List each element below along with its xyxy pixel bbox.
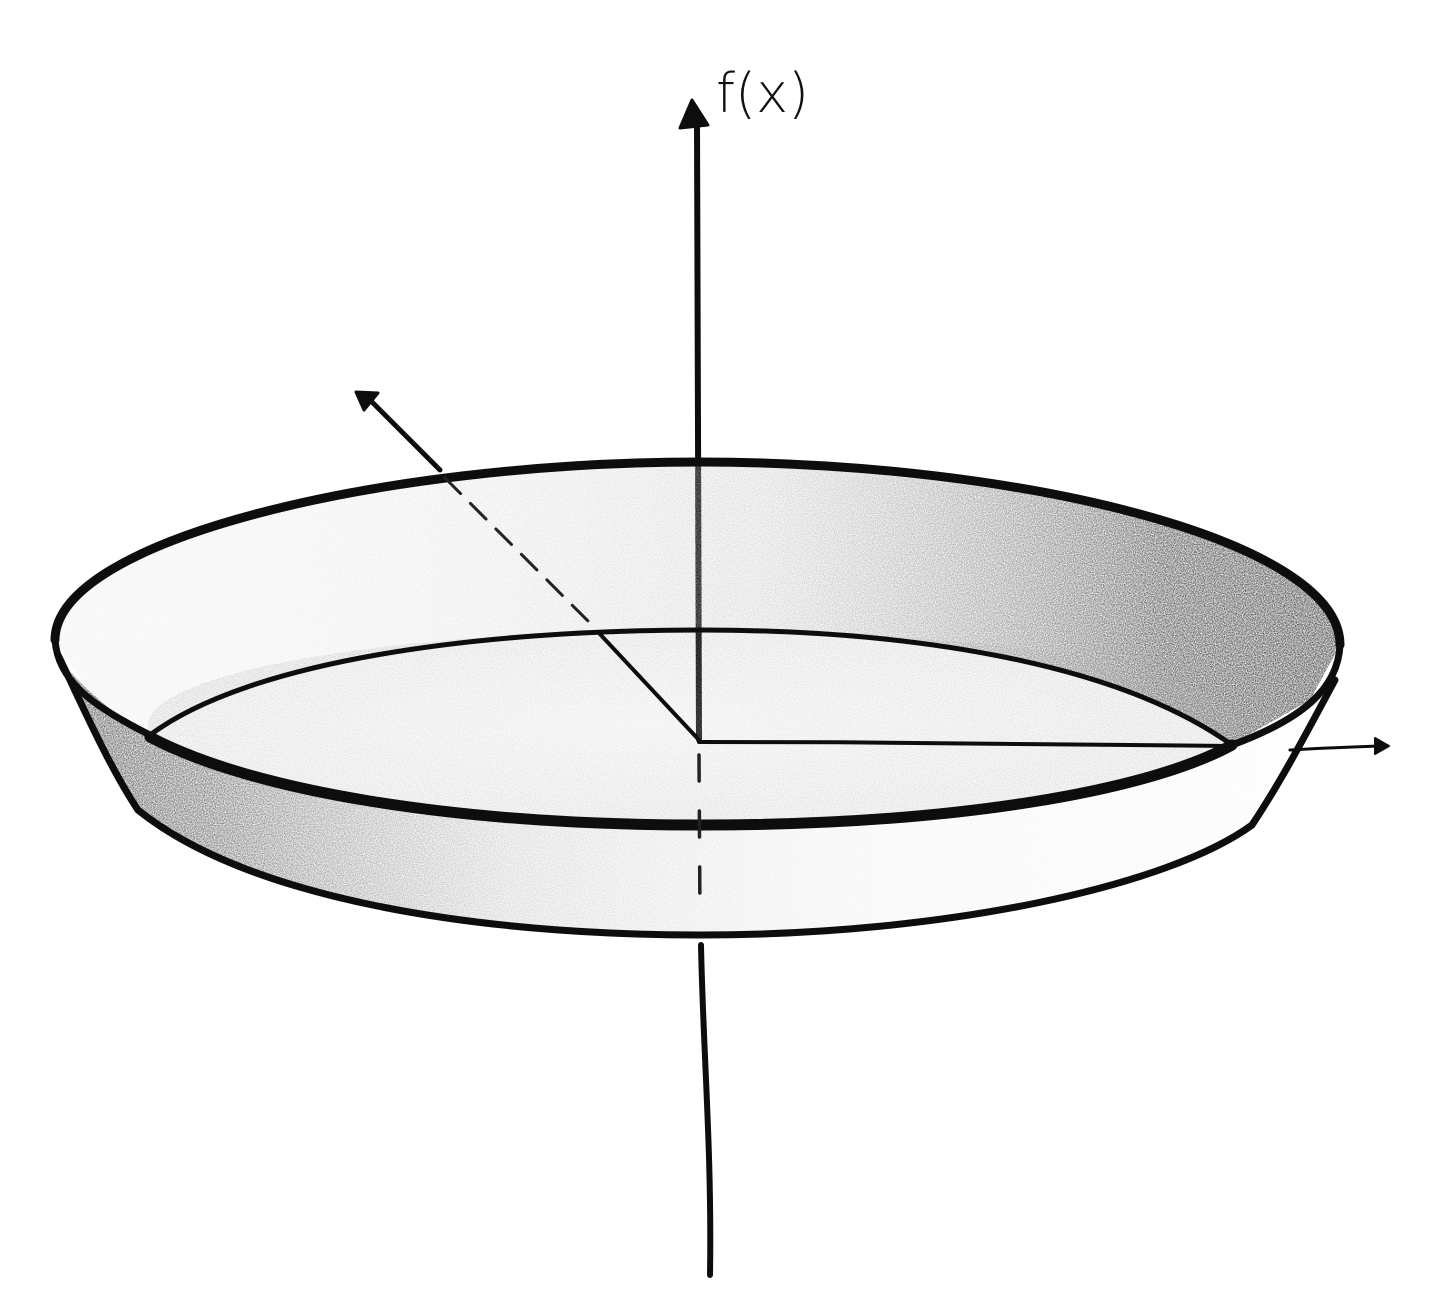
pan-top-rim (50, 457, 1345, 749)
depth-axis-hidden (443, 476, 701, 742)
horizontal-axis (697, 737, 1390, 755)
vertical-axis-label: f(x) (716, 62, 809, 125)
horizontal-axis-arrowhead (1374, 737, 1390, 755)
depth-axis (354, 390, 443, 473)
vertical-axis-lower (697, 753, 714, 1278)
pan-outer-wall (54, 651, 1339, 939)
pan-floor (148, 630, 1238, 820)
vertical-axis-arrowhead (678, 98, 710, 130)
depth-axis-arrowhead (354, 390, 380, 412)
